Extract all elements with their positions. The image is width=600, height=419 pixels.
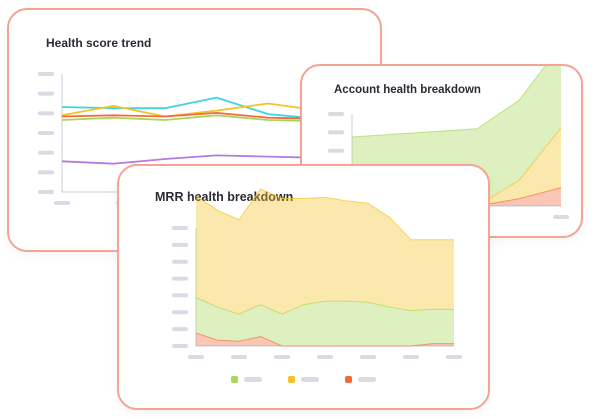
area-edge-yellow [195,188,454,241]
y-tick-label-placeholder [172,293,188,298]
y-tick-label-placeholder [38,91,54,96]
legend-item-yellow [288,376,319,383]
y-tick-label-placeholder [38,170,54,175]
area-fill-yellow [196,189,454,315]
y-tick-label-placeholder [172,259,188,264]
area-edge-red [195,332,454,347]
y-tick-label-placeholder [38,131,54,135]
x-tick-label-placeholder [274,355,290,359]
x-tick-label-placeholder [446,355,462,359]
legend-item-red [345,376,376,383]
x-tick-label-placeholder [54,201,70,205]
legend-swatch [345,376,352,383]
legend-label-placeholder [301,377,319,382]
y-tick-label-placeholder [172,242,188,247]
legend-item-green [231,376,262,383]
x-tick-label-placeholder [403,355,419,359]
y-tick-label-placeholder [38,150,54,155]
legend-label-placeholder [358,377,376,382]
chart-legend [119,376,488,383]
y-tick-label-placeholder [172,310,188,315]
x-tick-label-placeholder [360,355,376,359]
legend-swatch [231,376,238,383]
card-title: MRR health breakdown [155,190,294,204]
area-edge-green [351,66,546,138]
y-tick-label-placeholder [172,327,188,332]
area-edge-green [195,297,454,315]
area-fill-green [196,297,454,346]
legend-label-placeholder [244,377,262,382]
y-tick-label-placeholder [172,276,188,281]
card-title: Account health breakdown [334,84,481,96]
x-tick-label-placeholder [553,215,569,219]
y-tick-label-placeholder [38,72,54,76]
x-tick-label-placeholder [188,355,204,359]
legend-swatch [288,376,295,383]
card-title: Health score trend [46,36,152,50]
y-tick-label-placeholder [172,226,188,230]
y-tick-label-placeholder [38,111,54,116]
y-tick-label-placeholder [38,190,54,194]
x-tick-label-placeholder [231,355,247,359]
mrr-health-breakdown-chart [172,188,462,359]
area-fill-red [352,187,561,206]
area-fill-red [196,333,454,346]
y-tick-label-placeholder [328,112,344,116]
x-tick-label-placeholder [317,355,333,359]
y-tick-label-placeholder [328,148,344,153]
mrr-health-breakdown-card[interactable]: MRR health breakdown [117,164,490,410]
y-tick-label-placeholder [328,130,344,135]
y-tick-label-placeholder [172,344,188,348]
